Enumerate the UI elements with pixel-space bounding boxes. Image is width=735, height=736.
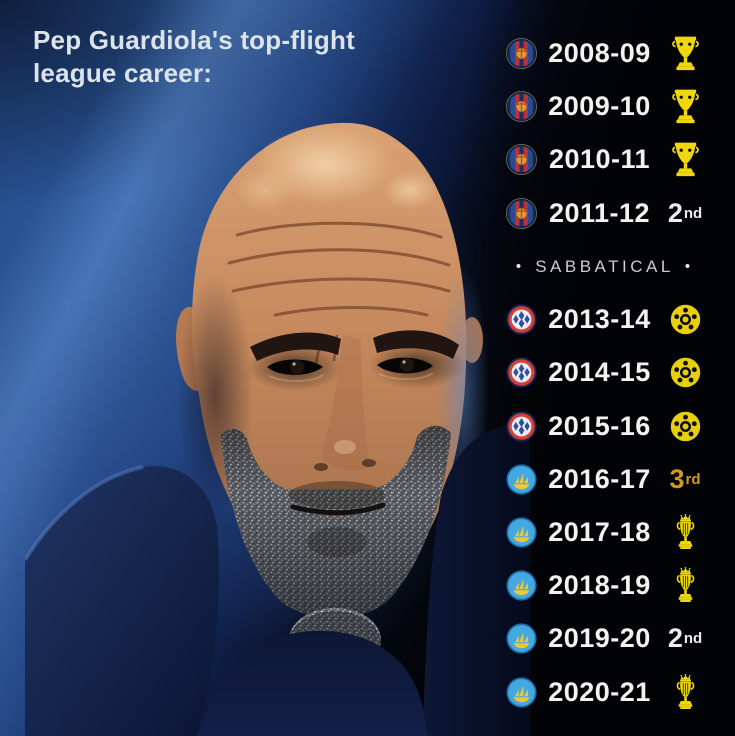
season-row: 2015-16 bbox=[502, 400, 708, 453]
manchester-city-badge-icon bbox=[506, 464, 537, 495]
pep-guardiola-portrait bbox=[25, 122, 530, 736]
season-label: 2014-15 bbox=[548, 357, 651, 387]
bayern-munich-badge-icon bbox=[506, 304, 537, 335]
sabbatical-label: SABBATICAL bbox=[535, 256, 674, 276]
season-row: 2017-18 bbox=[502, 506, 708, 559]
chin-shadow bbox=[307, 527, 367, 557]
bundesliga-plate-icon bbox=[670, 357, 701, 388]
season-label: 2018-19 bbox=[548, 570, 651, 600]
laliga-trophy-icon bbox=[671, 88, 700, 125]
bullet-icon: • bbox=[515, 258, 522, 275]
season-label: 2011-12 bbox=[548, 198, 651, 228]
beard-shading bbox=[221, 425, 451, 619]
result-champion bbox=[662, 141, 708, 178]
collar-highlight bbox=[25, 465, 144, 562]
result-champion bbox=[662, 514, 708, 552]
result-champion bbox=[662, 357, 708, 388]
laliga-trophy-icon bbox=[671, 141, 700, 178]
season-row: 2008-09 bbox=[502, 27, 708, 80]
bullet-icon: • bbox=[684, 258, 691, 275]
premier-league-trophy-icon bbox=[674, 567, 697, 605]
bundesliga-plate-icon bbox=[670, 411, 701, 442]
nose-tip-highlight bbox=[334, 440, 356, 454]
season-label: 2009-10 bbox=[548, 91, 651, 121]
head-highlight bbox=[382, 170, 438, 210]
laliga-trophy-icon bbox=[671, 35, 700, 72]
season-label: 2016-17 bbox=[548, 464, 651, 494]
result-champion bbox=[662, 35, 708, 72]
bundesliga-plate-icon bbox=[670, 304, 701, 335]
manchester-city-badge-icon bbox=[506, 570, 537, 601]
left-eyebrow bbox=[250, 332, 341, 361]
season-row: 2020-21 bbox=[502, 666, 708, 719]
mouth bbox=[290, 502, 386, 516]
nostril bbox=[362, 459, 376, 467]
result-champion bbox=[662, 411, 708, 442]
position-number: 3 bbox=[669, 464, 685, 494]
nostril bbox=[314, 463, 328, 471]
season-row: 2013-14 bbox=[502, 293, 708, 346]
season-row: 2010-11 bbox=[502, 133, 708, 186]
sabbatical-divider: • SABBATICAL • bbox=[496, 240, 710, 293]
premier-league-trophy-icon bbox=[674, 514, 697, 552]
result-champion bbox=[662, 674, 708, 712]
nose bbox=[321, 335, 369, 471]
season-label: 2019-20 bbox=[548, 623, 651, 653]
mustache-shadow bbox=[289, 481, 385, 509]
barcelona-badge-icon bbox=[506, 91, 537, 122]
season-row: 2014-15 bbox=[502, 346, 708, 399]
head-highlight bbox=[235, 168, 295, 212]
eyes bbox=[267, 357, 434, 383]
result-champion bbox=[662, 567, 708, 605]
position-number: 2 bbox=[667, 198, 683, 228]
bayern-munich-badge-icon bbox=[506, 357, 537, 388]
manchester-city-badge-icon bbox=[506, 677, 537, 708]
season-row: 2018-19 bbox=[502, 559, 708, 612]
season-label: 2017-18 bbox=[548, 517, 651, 547]
season-label: 2013-14 bbox=[548, 304, 651, 334]
result-champion bbox=[662, 88, 708, 125]
premier-league-trophy-icon bbox=[674, 674, 697, 712]
jacket-right-collar bbox=[423, 424, 530, 736]
season-label: 2008-09 bbox=[548, 38, 651, 68]
barcelona-badge-icon bbox=[506, 38, 537, 69]
barcelona-badge-icon bbox=[506, 198, 537, 229]
jacket-chest bbox=[197, 630, 427, 736]
season-row: 2009-10 bbox=[502, 80, 708, 133]
season-label: 2015-16 bbox=[548, 411, 651, 441]
bayern-munich-badge-icon bbox=[506, 411, 537, 442]
barcelona-badge-icon bbox=[506, 144, 537, 175]
manchester-city-badge-icon bbox=[506, 623, 537, 654]
jacket-left-collar bbox=[25, 466, 219, 736]
season-label: 2010-11 bbox=[548, 144, 651, 174]
position-number: 2 bbox=[667, 623, 683, 653]
right-eyebrow bbox=[373, 330, 459, 359]
page-title: Pep Guardiola's top-flight league career… bbox=[33, 25, 355, 88]
season-label: 2020-21 bbox=[548, 677, 651, 707]
result-champion bbox=[662, 304, 708, 335]
forehead-wrinkles bbox=[227, 221, 451, 317]
manchester-city-badge-icon bbox=[506, 517, 537, 548]
